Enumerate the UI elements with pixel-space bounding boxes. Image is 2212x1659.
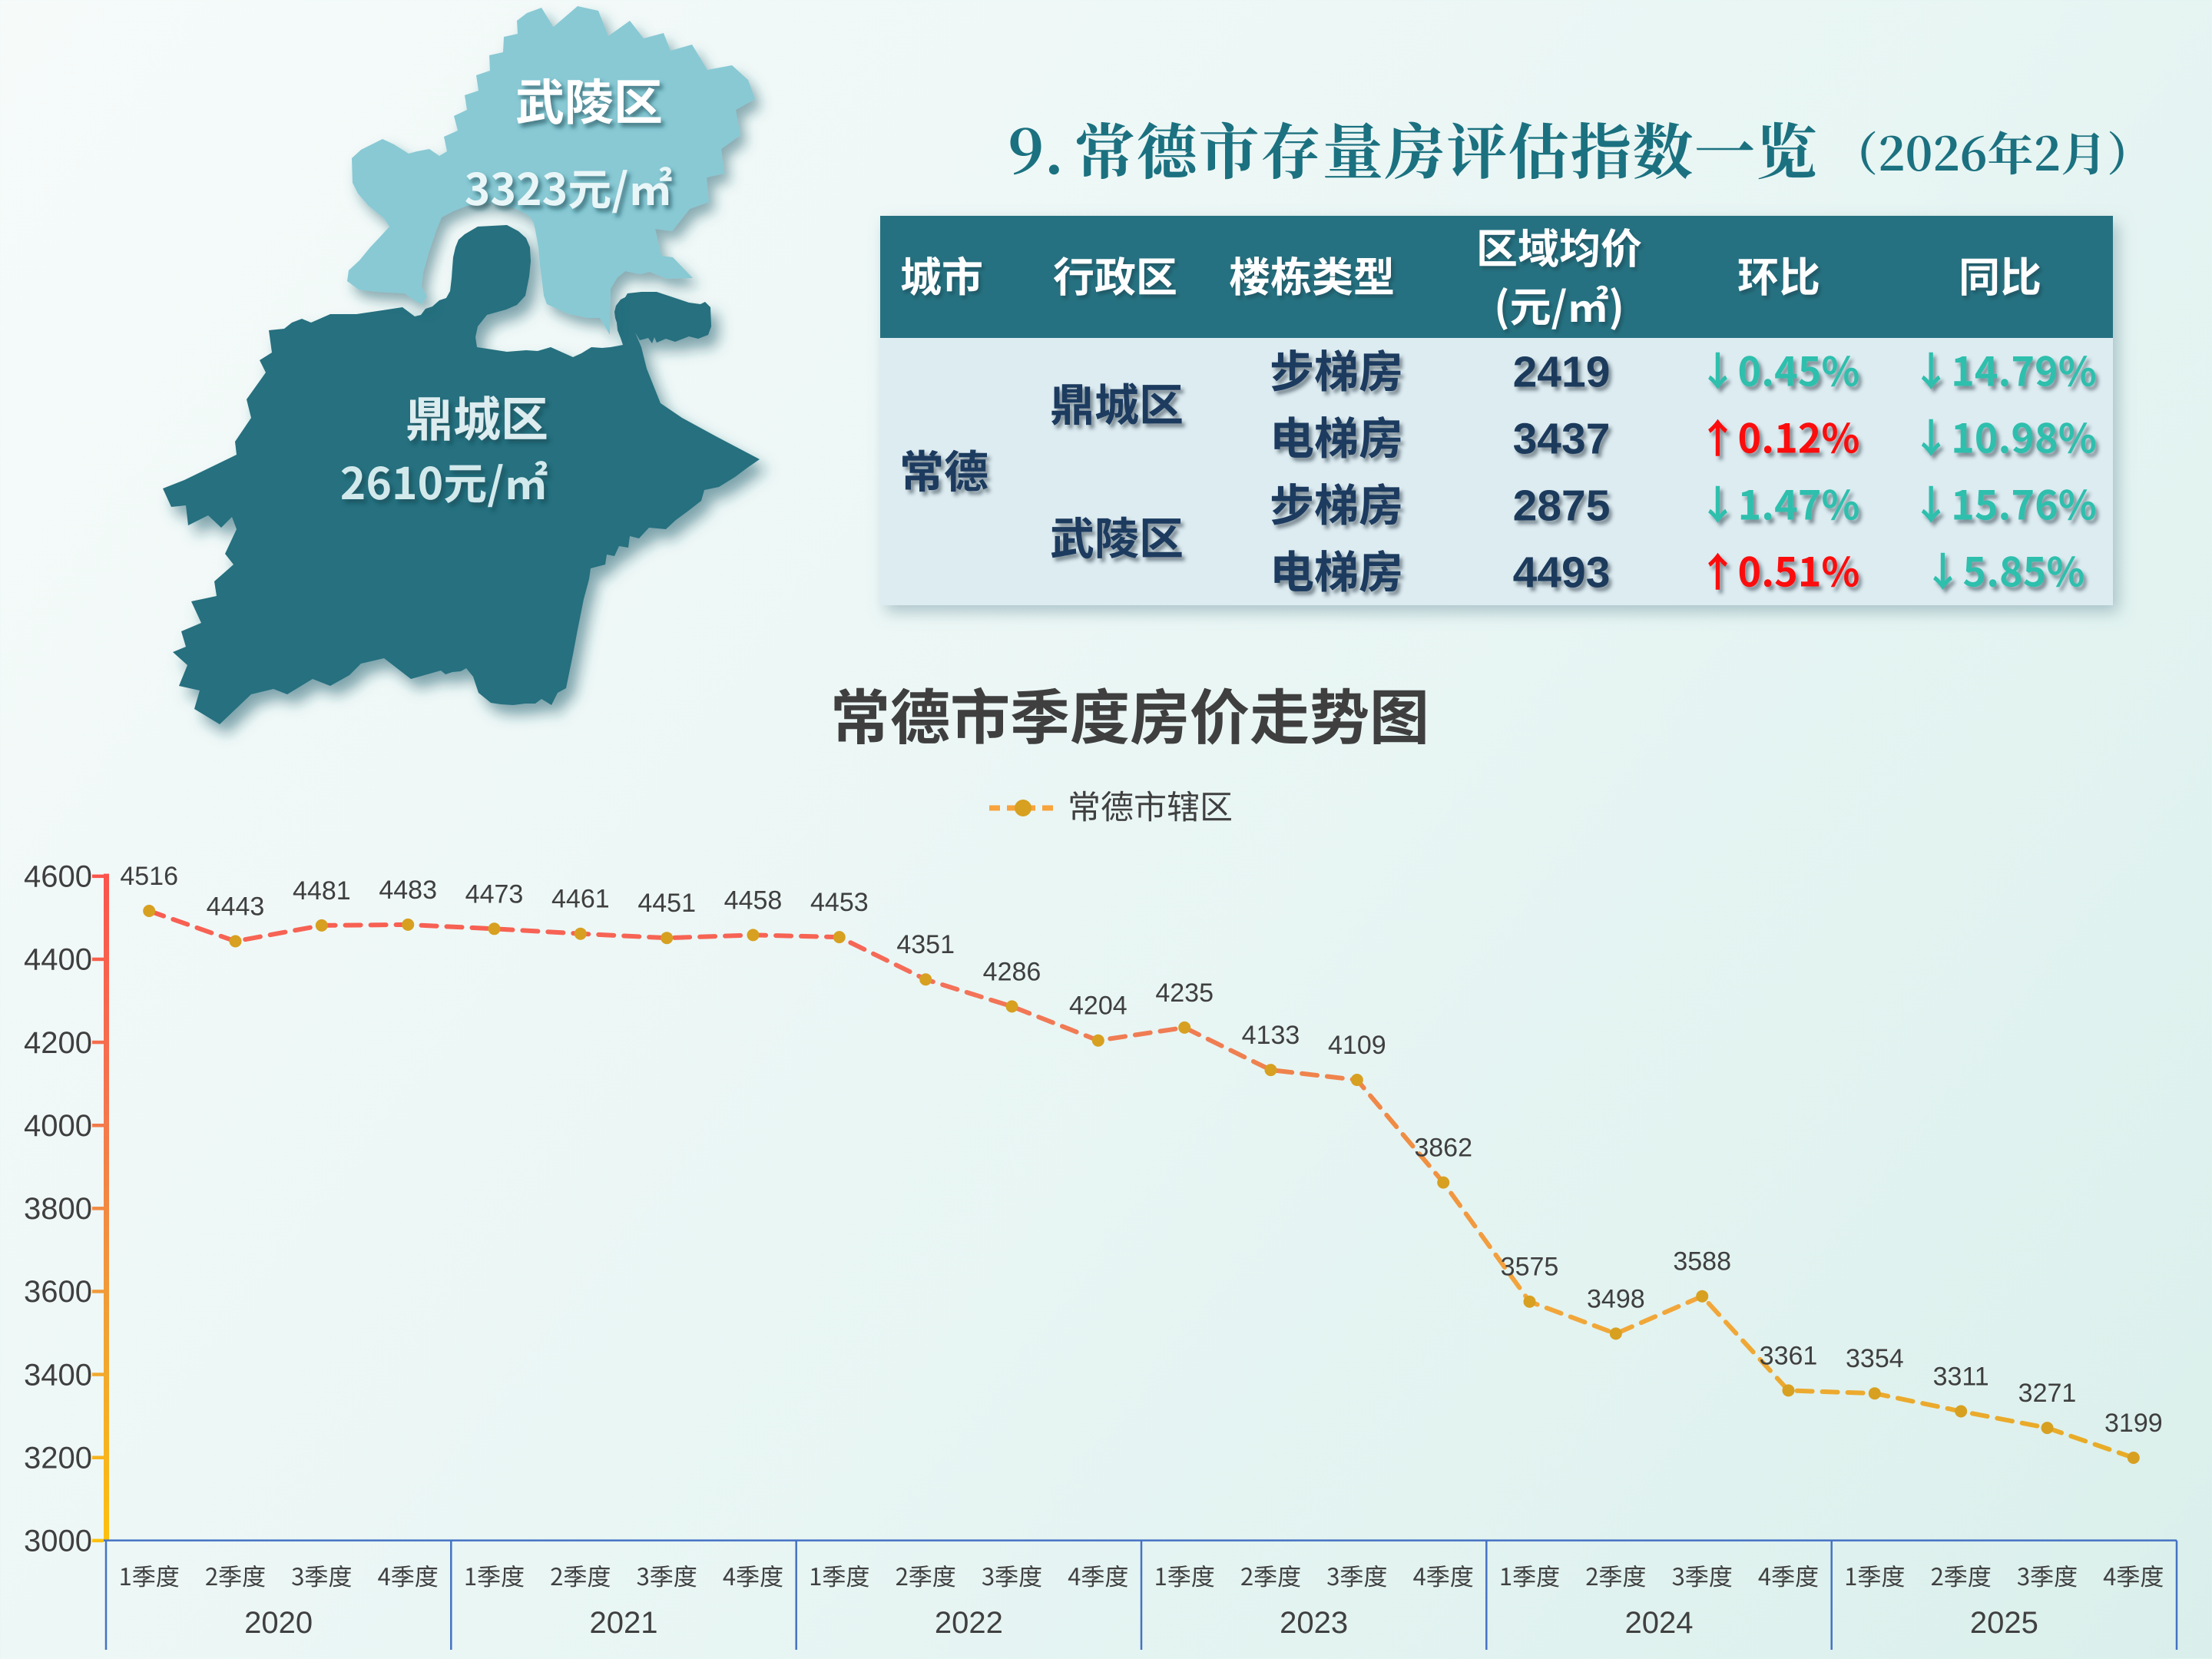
- svg-text:4204: 4204: [1069, 992, 1128, 1021]
- svg-text:3199: 3199: [2104, 1409, 2163, 1438]
- svg-text:4443: 4443: [207, 892, 265, 921]
- svg-text:2022: 2022: [935, 1606, 1003, 1640]
- svg-text:2419: 2419: [1513, 348, 1611, 397]
- svg-text:3361: 3361: [1760, 1341, 1818, 1370]
- svg-text:2875: 2875: [1513, 482, 1611, 531]
- svg-text:4453: 4453: [810, 888, 869, 917]
- svg-text:3588: 3588: [1673, 1247, 1731, 1277]
- svg-text:3311: 3311: [1933, 1362, 1989, 1391]
- svg-text:4493: 4493: [1513, 548, 1611, 598]
- svg-text:4109: 4109: [1328, 1031, 1386, 1060]
- svg-text:3498: 3498: [1587, 1284, 1645, 1313]
- svg-text:4451: 4451: [637, 889, 696, 918]
- svg-text:2025: 2025: [1970, 1606, 2038, 1640]
- svg-text:4200: 4200: [24, 1026, 92, 1060]
- svg-text:2021: 2021: [590, 1606, 658, 1640]
- svg-text:2024: 2024: [1625, 1606, 1694, 1640]
- svg-text:4483: 4483: [379, 876, 437, 905]
- svg-text:4481: 4481: [293, 876, 351, 906]
- svg-text:3600: 3600: [24, 1275, 92, 1309]
- svg-text:4400: 4400: [24, 943, 92, 977]
- svg-text:2023: 2023: [1280, 1606, 1348, 1640]
- svg-text:4351: 4351: [896, 930, 955, 959]
- svg-text:4458: 4458: [724, 886, 783, 915]
- svg-text:3271: 3271: [2018, 1379, 2077, 1408]
- svg-text:3575: 3575: [1501, 1253, 1559, 1282]
- svg-text:4600: 4600: [24, 860, 92, 894]
- svg-text:3437: 3437: [1513, 415, 1611, 464]
- svg-text:3354: 3354: [1846, 1344, 1904, 1373]
- svg-text:4235: 4235: [1155, 979, 1214, 1008]
- svg-text:2020: 2020: [244, 1606, 313, 1640]
- svg-text:4133: 4133: [1242, 1021, 1300, 1050]
- svg-text:4473: 4473: [465, 879, 524, 909]
- svg-text:4286: 4286: [983, 957, 1041, 986]
- svg-text:4000: 4000: [24, 1109, 92, 1143]
- svg-text:3200: 3200: [24, 1441, 92, 1475]
- svg-text:4461: 4461: [551, 885, 610, 914]
- svg-text:4516: 4516: [120, 862, 178, 891]
- svg-text:3400: 3400: [24, 1358, 92, 1392]
- svg-text:3800: 3800: [24, 1192, 92, 1226]
- svg-text:3000: 3000: [24, 1525, 92, 1558]
- svg-text:3862: 3862: [1414, 1134, 1472, 1163]
